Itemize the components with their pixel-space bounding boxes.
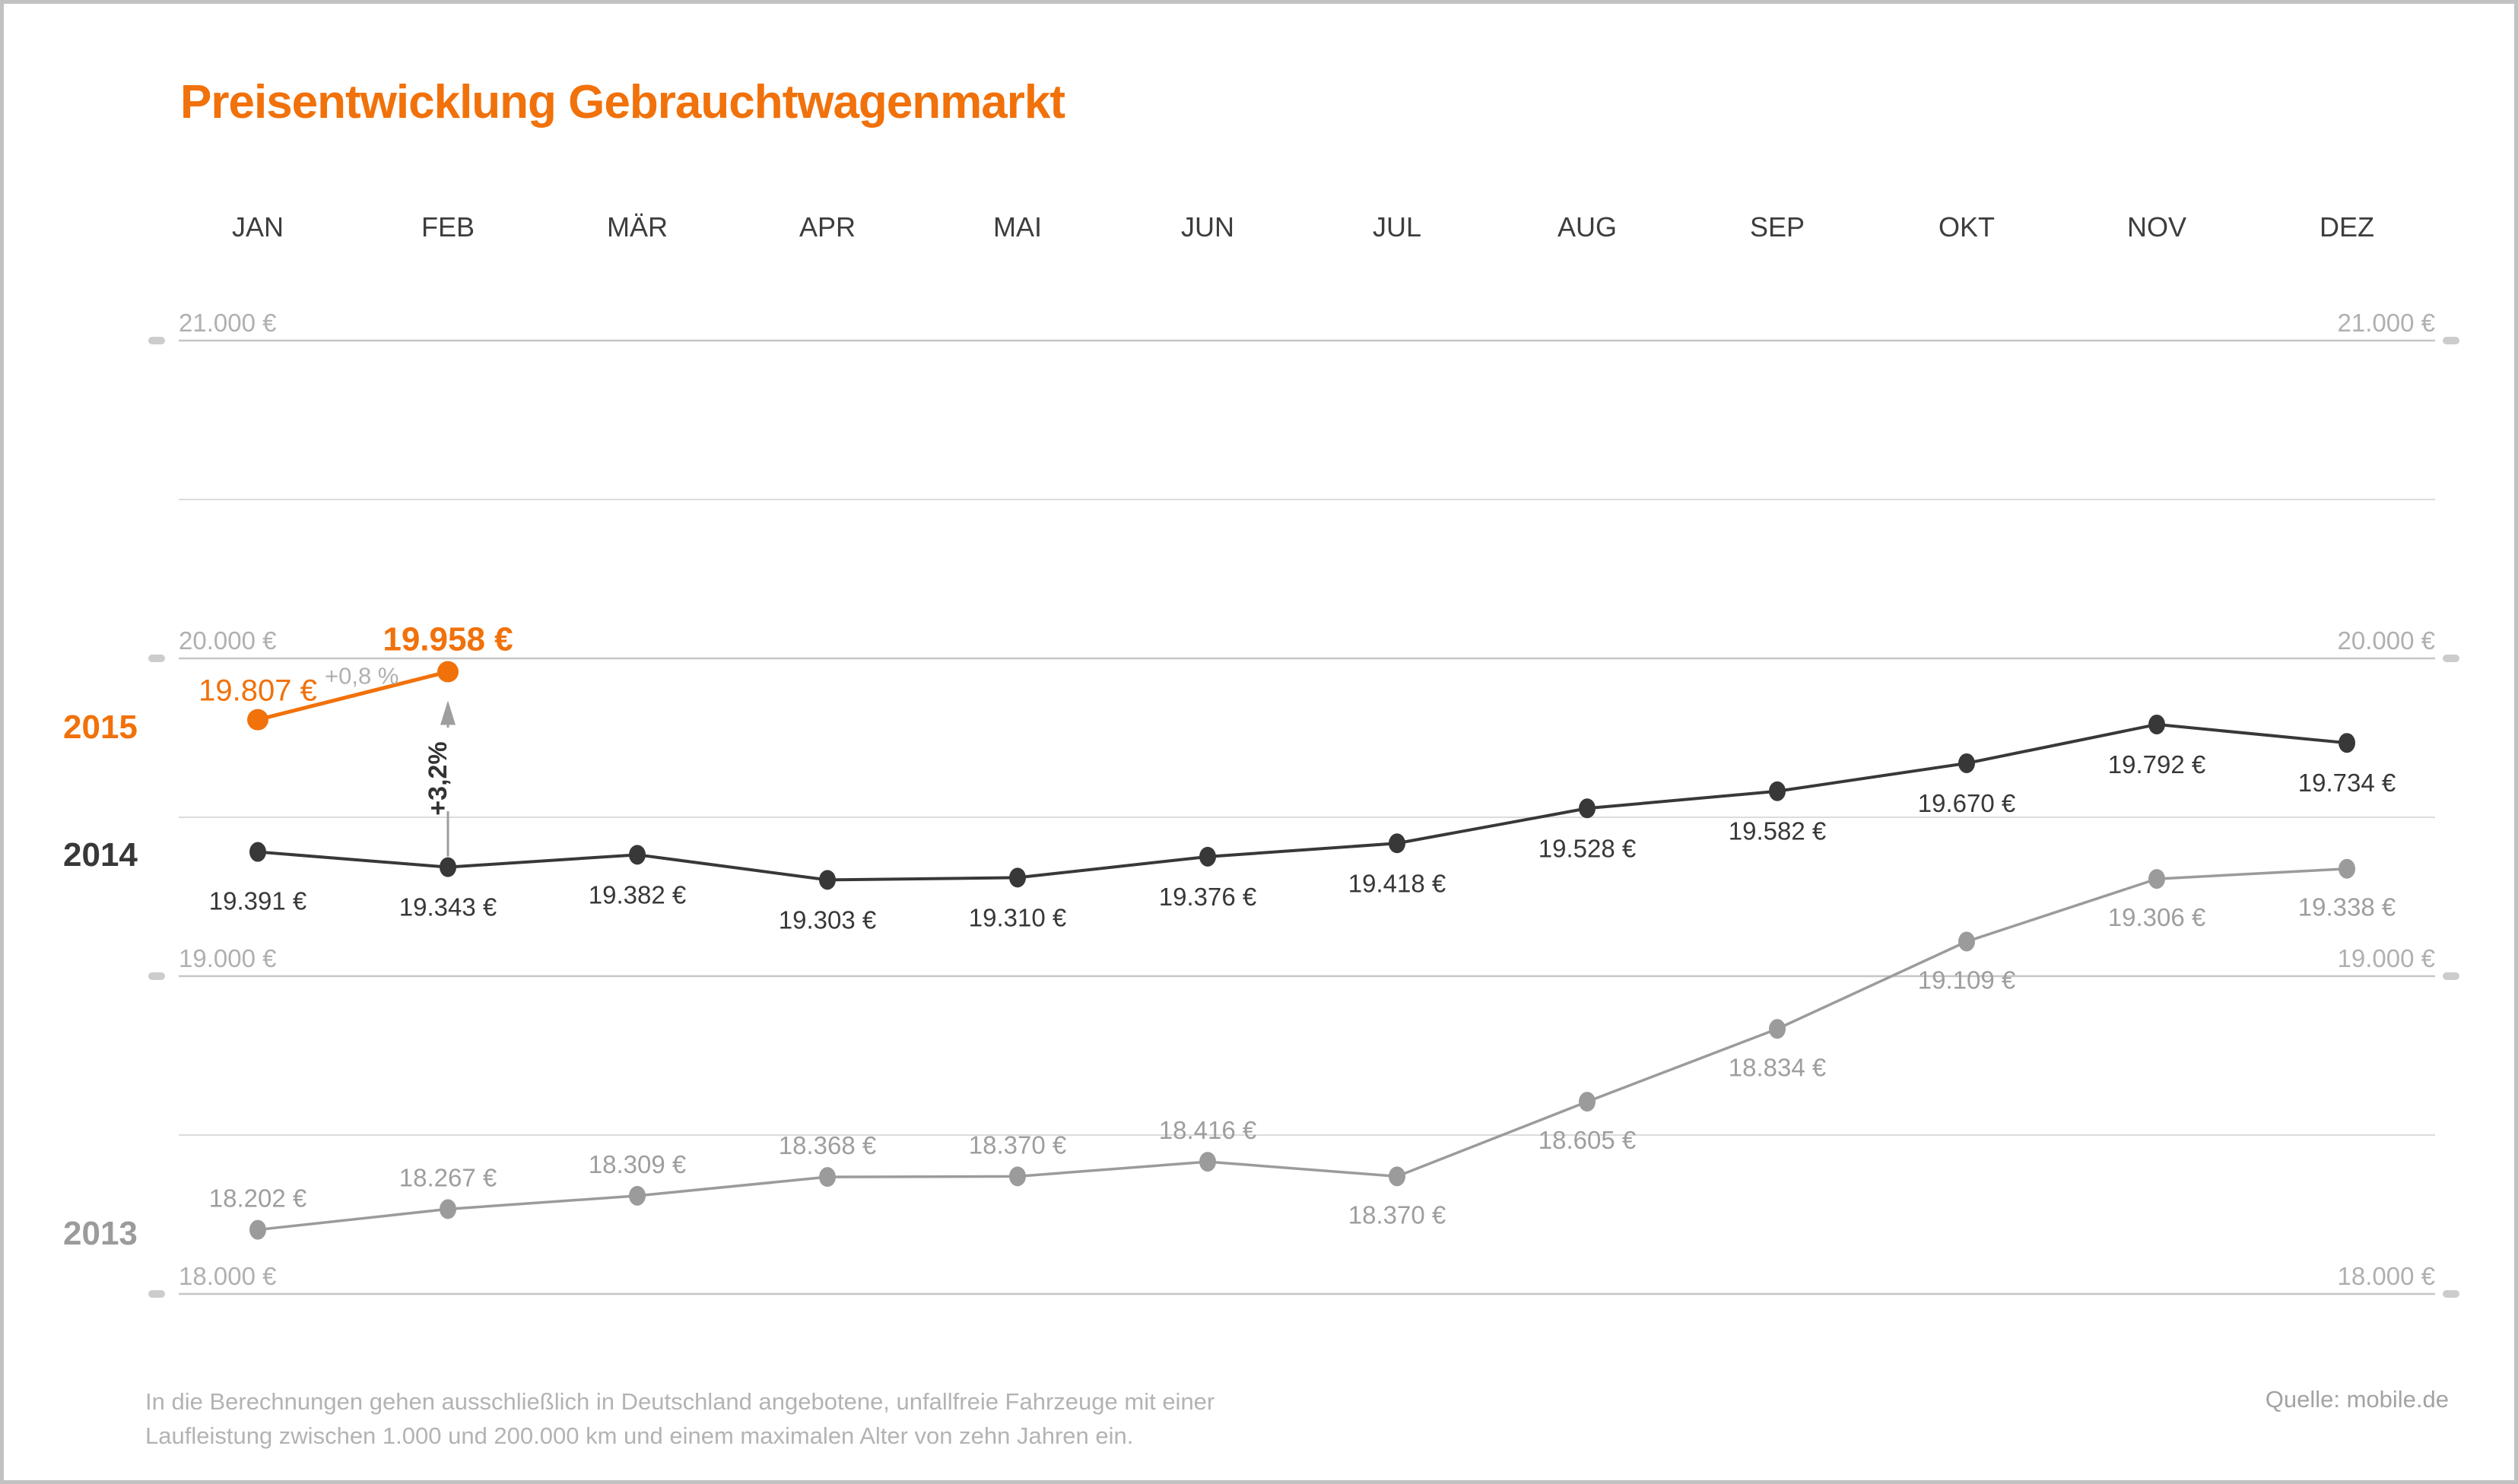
data-point-2015-feb	[437, 661, 459, 683]
y-axis-tick-right	[2443, 655, 2459, 662]
data-point-2014-feb	[440, 857, 456, 877]
data-point-2014-sep	[1769, 781, 1786, 801]
data-point-2013-jun	[1199, 1152, 1216, 1172]
data-point-2013-feb	[440, 1199, 456, 1219]
month-label: SEP	[1750, 211, 1805, 243]
y-axis-label-right: 18.000 €	[2338, 1262, 2435, 1290]
page-title: Preisentwicklung Gebrauchtwagenmarkt	[180, 76, 1065, 128]
data-point-2014-jun	[1199, 846, 1216, 867]
data-label-2013: 18.416 €	[1159, 1116, 1256, 1144]
methodology-footnote: In die Berechnungen gehen ausschließlich…	[145, 1384, 1215, 1453]
y-axis-tick-right	[2443, 972, 2459, 980]
month-label: FEB	[421, 211, 475, 243]
data-label-2013: 18.834 €	[1729, 1053, 1826, 1081]
data-label-2014: 19.376 €	[1159, 883, 1256, 911]
y-axis-label-right: 20.000 €	[2338, 626, 2435, 655]
series-line-2013	[257, 867, 2348, 1232]
y-axis-tick-left	[148, 972, 165, 980]
data-point-2013-apr	[819, 1167, 836, 1188]
y-axis-label-left: 21.000 €	[179, 309, 276, 337]
source-attribution: Quelle: mobile.de	[2265, 1386, 2449, 1413]
month-label: JAN	[232, 211, 284, 243]
series-line-2014	[257, 722, 2348, 882]
growth-arrow-label: +3,2%	[424, 741, 452, 815]
y-axis-label-left: 20.000 €	[179, 626, 276, 655]
data-label-2014: 19.310 €	[969, 903, 1066, 931]
y-axis-label-right: 19.000 €	[2338, 944, 2435, 972]
data-label-2013: 19.109 €	[1918, 966, 2015, 994]
price-trend-line-chart: 21.000 € 21.000 € 20.000 € 20.000 € 19.000 €…	[63, 211, 2459, 1298]
data-label-2015-jan: 19.807 €	[198, 674, 317, 708]
data-point-2013-okt	[1958, 931, 1975, 952]
growth-arrow-label-bg	[428, 728, 468, 812]
data-label-2014: 19.382 €	[589, 880, 686, 908]
data-label-2015-feb: 19.958 €	[383, 621, 513, 658]
annotation-monthly-gain: +0,8 %	[325, 663, 398, 690]
data-point-2013-mär	[629, 1185, 646, 1206]
data-point-2013-nov	[2148, 869, 2165, 889]
data-label-2014: 19.418 €	[1348, 869, 1446, 897]
data-label-2013: 18.368 €	[779, 1131, 876, 1159]
month-label: MÄR	[607, 211, 668, 243]
data-label-2013: 19.306 €	[2108, 903, 2205, 931]
data-point-2013-aug	[1579, 1092, 1596, 1112]
data-point-2013-jul	[1389, 1166, 1405, 1187]
data-label-2013: 18.267 €	[399, 1163, 497, 1191]
data-point-2014-jan	[249, 842, 266, 862]
series-line-2015	[257, 670, 449, 722]
data-point-2013-dez	[2339, 858, 2355, 879]
y-axis-tick-right	[2443, 1290, 2459, 1298]
series-label-2014: 2014	[63, 836, 138, 874]
data-label-2014: 19.734 €	[2298, 769, 2396, 797]
y-axis-tick-left	[148, 655, 165, 662]
data-label-2013: 18.202 €	[209, 1184, 306, 1213]
data-label-2014: 19.582 €	[1729, 817, 1826, 845]
data-label-2014: 19.528 €	[1538, 834, 1636, 862]
month-label: AUG	[1557, 211, 1617, 243]
growth-arrow-head	[440, 700, 456, 725]
data-label-2014: 19.391 €	[209, 887, 306, 915]
y-axis-label-left: 19.000 €	[179, 944, 276, 972]
y-axis-tick-left	[148, 337, 165, 344]
footnote-line-1: In die Berechnungen gehen ausschließlich…	[145, 1388, 1215, 1415]
data-label-2013: 18.370 €	[969, 1130, 1066, 1159]
y-axis-label-left: 18.000 €	[179, 1262, 276, 1290]
data-label-2014: 19.792 €	[2108, 750, 2205, 778]
footnote-line-2: Laufleistung zwischen 1.000 und 200.000 …	[145, 1422, 1134, 1449]
data-point-2014-mai	[1009, 867, 1026, 888]
data-point-2014-jul	[1389, 833, 1405, 854]
data-point-2015-jan	[247, 709, 268, 731]
month-label: JUN	[1181, 211, 1234, 243]
y-axis-tick-left	[148, 1290, 165, 1298]
data-point-2014-nov	[2148, 714, 2165, 734]
month-label: OKT	[1939, 211, 1995, 243]
data-point-2013-mai	[1009, 1166, 1026, 1187]
data-point-2014-apr	[819, 870, 836, 890]
data-label-2013: 18.605 €	[1538, 1126, 1636, 1154]
data-label-2014: 19.670 €	[1918, 789, 2015, 817]
y-axis-tick-right	[2443, 337, 2459, 344]
data-point-2013-sep	[1769, 1019, 1786, 1039]
data-label-2014: 19.303 €	[779, 905, 876, 934]
month-label: APR	[799, 211, 856, 243]
data-point-2013-jan	[249, 1219, 266, 1240]
data-point-2014-dez	[2339, 733, 2355, 753]
data-label-2013: 18.309 €	[589, 1150, 686, 1178]
y-axis-label-right: 21.000 €	[2338, 309, 2435, 337]
series-label-2013: 2013	[63, 1215, 138, 1252]
month-label: MAI	[993, 211, 1042, 243]
data-point-2014-aug	[1579, 798, 1596, 819]
month-label: JUL	[1373, 211, 1421, 243]
month-label: NOV	[2127, 211, 2186, 243]
data-point-2014-mär	[629, 845, 646, 865]
month-label: DEZ	[2320, 211, 2374, 243]
series-label-2015: 2015	[63, 709, 138, 746]
data-point-2014-okt	[1958, 753, 1975, 773]
data-label-2014: 19.343 €	[399, 893, 497, 921]
data-label-2013: 18.370 €	[1348, 1200, 1446, 1229]
data-label-2013: 19.338 €	[2298, 893, 2396, 921]
